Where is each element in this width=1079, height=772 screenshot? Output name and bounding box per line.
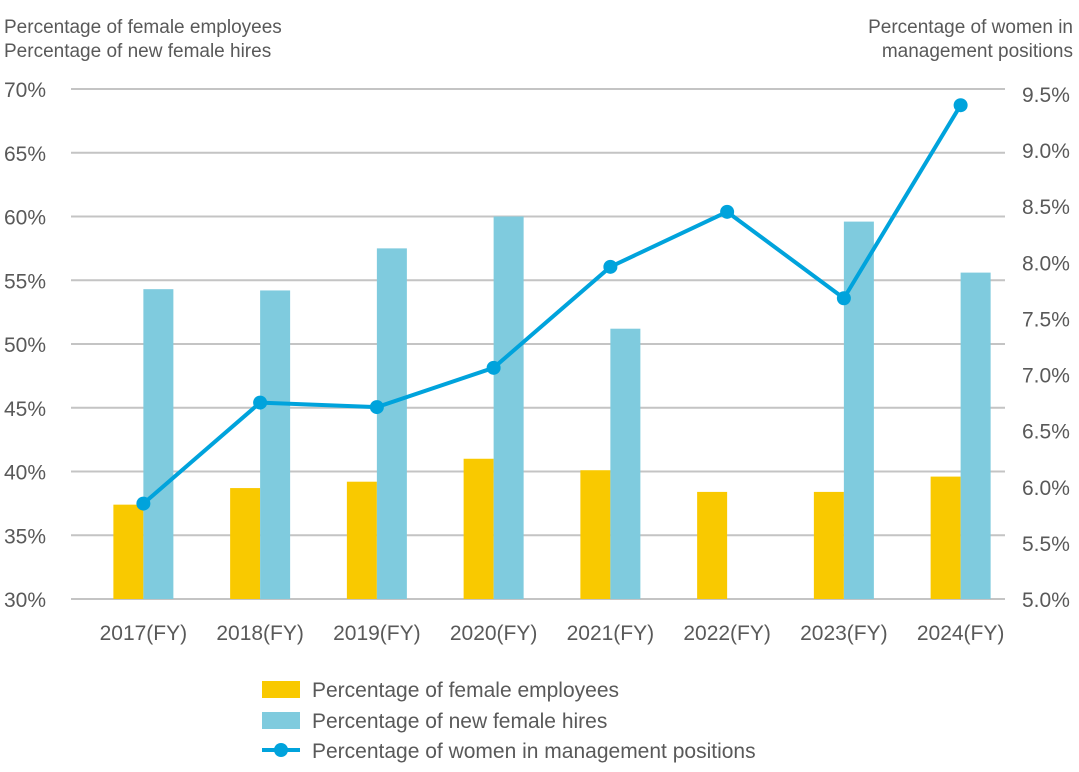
management-point — [369, 400, 384, 415]
right-tick-label: 5.5% — [1022, 533, 1070, 556]
left-axis-title: Percentage of female employees Percentag… — [4, 17, 282, 62]
management-point — [136, 496, 151, 511]
bar-female-employees — [230, 488, 261, 599]
right-axis-title: Percentage of women in management positi… — [868, 17, 1073, 62]
bar-new-female-hires — [960, 272, 991, 599]
right-axis-title-line: Percentage of women in — [868, 17, 1073, 38]
legend-label-new-female-hires: Percentage of new female hires — [312, 710, 607, 733]
legend: Percentage of female employees Percentag… — [262, 679, 756, 763]
left-tick-label: 50% — [4, 334, 46, 357]
x-axis-ticks: 2017(FY) 2018(FY) 2019(FY) 2020(FY) 2021(FY)… — [100, 622, 1005, 645]
bar-female-employees — [697, 491, 728, 599]
bar-female-employees — [463, 458, 494, 599]
bar-new-female-hires — [610, 328, 641, 599]
gridlines — [71, 88, 1005, 600]
legend-label-female-employees: Percentage of female employees — [312, 679, 619, 702]
bar-female-employees — [813, 491, 844, 599]
x-tick-label: 2018(FY) — [216, 622, 304, 645]
management-point — [953, 98, 968, 113]
left-axis-title-line: Percentage of female employees — [4, 17, 282, 38]
left-tick-label: 40% — [4, 462, 46, 485]
bars — [113, 216, 991, 599]
x-tick-label: 2017(FY) — [100, 622, 188, 645]
x-tick-label: 2020(FY) — [450, 622, 538, 645]
left-tick-label: 55% — [4, 270, 46, 293]
right-tick-label: 8.0% — [1022, 252, 1070, 275]
right-tick-label: 9.0% — [1022, 140, 1070, 163]
right-tick-label: 9.5% — [1022, 84, 1070, 107]
x-tick-label: 2022(FY) — [683, 622, 771, 645]
management-point — [836, 291, 851, 306]
legend-marker-management — [274, 743, 288, 757]
x-tick-label: 2023(FY) — [800, 622, 888, 645]
left-tick-label: 30% — [4, 589, 46, 612]
bar-new-female-hires — [260, 290, 291, 599]
management-line — [136, 98, 968, 511]
management-line-path — [142, 104, 963, 506]
x-tick-label: 2019(FY) — [333, 622, 421, 645]
legend-swatch-female-employees — [262, 681, 300, 698]
bar-female-employees — [113, 504, 144, 599]
left-axis-title-line: Percentage of new female hires — [4, 41, 271, 62]
left-tick-label: 65% — [4, 143, 46, 166]
management-point — [253, 395, 268, 410]
right-tick-label: 8.5% — [1022, 196, 1070, 219]
bar-female-employees — [930, 476, 961, 599]
right-tick-label: 7.0% — [1022, 365, 1070, 388]
bar-new-female-hires — [493, 216, 524, 599]
legend-swatch-new-female-hires — [262, 712, 300, 729]
right-axis-ticks: 5.0% 5.5% 6.0% 6.5% 7.0% 7.5% 8.0% 8.5% 9.0% 9.5% — [1022, 84, 1070, 612]
bar-female-employees — [346, 481, 377, 599]
right-axis-title-line: management positions — [882, 41, 1073, 62]
management-point — [720, 204, 735, 219]
legend-label-management: Percentage of women in management positi… — [312, 740, 756, 763]
bar-new-female-hires — [376, 248, 407, 599]
right-tick-label: 5.0% — [1022, 589, 1070, 612]
management-point — [486, 360, 501, 375]
left-tick-label: 45% — [4, 398, 46, 421]
left-tick-label: 35% — [4, 525, 46, 548]
bar-new-female-hires — [143, 289, 174, 599]
x-tick-label: 2021(FY) — [567, 622, 655, 645]
right-tick-label: 7.5% — [1022, 308, 1070, 331]
left-axis-ticks: 30% 35% 40% 45% 50% 55% 60% 65% 70% — [4, 79, 46, 612]
right-tick-label: 6.0% — [1022, 477, 1070, 500]
bar-female-employees — [580, 470, 611, 599]
right-tick-label: 6.5% — [1022, 421, 1070, 444]
bar-new-female-hires — [843, 221, 874, 599]
x-tick-label: 2024(FY) — [917, 622, 1005, 645]
left-tick-label: 60% — [4, 207, 46, 230]
management-point — [603, 259, 618, 274]
left-tick-label: 70% — [4, 79, 46, 102]
